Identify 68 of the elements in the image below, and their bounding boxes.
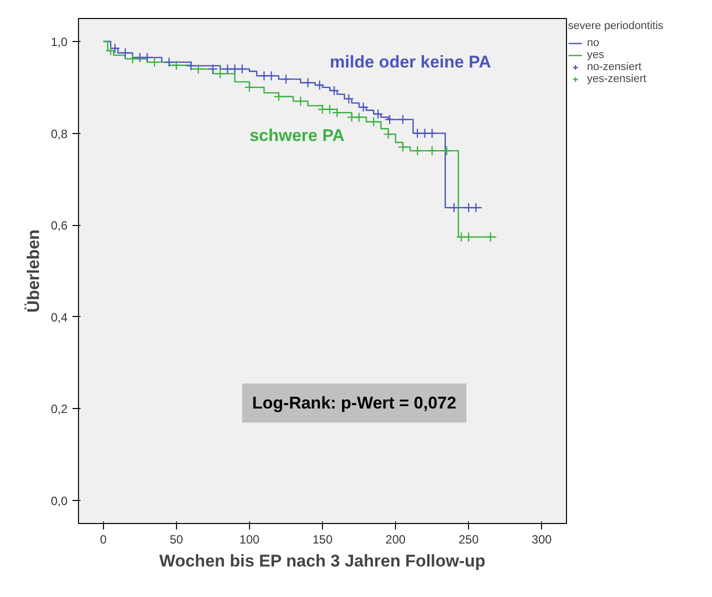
point bbox=[142, 52, 152, 63]
point bbox=[346, 112, 357, 122]
y-tick-label: 0,4 bbox=[50, 310, 68, 324]
point bbox=[383, 129, 394, 140]
point bbox=[448, 202, 460, 213]
point bbox=[149, 57, 160, 68]
x-tick-label: 250 bbox=[458, 532, 479, 546]
point bbox=[384, 114, 395, 125]
x-tick-label: 300 bbox=[532, 532, 552, 546]
legend-title: severe periodontitis bbox=[568, 20, 664, 32]
x-axis-title: Wochen bis EP nach 3 Jahren Follow-up bbox=[159, 552, 486, 570]
annotation: schwere PA bbox=[249, 126, 345, 145]
point bbox=[332, 108, 342, 118]
point bbox=[171, 60, 182, 70]
legend-label: no-zensiert bbox=[587, 61, 642, 73]
point bbox=[442, 146, 452, 156]
x-tick-label: 150 bbox=[312, 532, 333, 546]
point bbox=[412, 128, 423, 138]
point bbox=[193, 64, 204, 74]
y-tick-label: 0,0 bbox=[50, 494, 68, 508]
point bbox=[412, 146, 423, 156]
y-tick-label: 0,8 bbox=[50, 126, 68, 141]
point bbox=[237, 64, 248, 74]
point bbox=[127, 54, 138, 64]
point bbox=[110, 43, 120, 54]
x-tick-label: 200 bbox=[386, 532, 406, 546]
y-axis-title: Überleben bbox=[24, 229, 43, 313]
point bbox=[317, 104, 328, 114]
legend-label: yes bbox=[587, 49, 606, 61]
point bbox=[420, 128, 430, 138]
point bbox=[368, 116, 379, 127]
point bbox=[244, 82, 255, 92]
x-tick-label: 50 bbox=[170, 532, 184, 546]
y-tick-label: 1,0 bbox=[50, 34, 68, 49]
annotation: Log-Rank: p-Wert = 0,072 bbox=[252, 394, 456, 412]
point bbox=[426, 146, 438, 156]
point bbox=[398, 142, 408, 152]
point bbox=[230, 64, 240, 74]
point bbox=[280, 74, 292, 84]
point bbox=[398, 114, 408, 125]
point bbox=[258, 70, 270, 81]
point bbox=[164, 57, 174, 68]
legend-label: yes-zensiert bbox=[587, 73, 646, 85]
x-tick-label: 100 bbox=[239, 532, 260, 546]
point bbox=[186, 60, 196, 71]
legend-label: no bbox=[587, 37, 600, 49]
point bbox=[215, 68, 226, 79]
point bbox=[134, 52, 145, 63]
point bbox=[295, 96, 306, 106]
point bbox=[314, 80, 325, 90]
point bbox=[426, 128, 438, 138]
point bbox=[464, 232, 474, 242]
point bbox=[456, 232, 466, 242]
point bbox=[344, 94, 354, 104]
point bbox=[302, 78, 313, 88]
point bbox=[358, 102, 369, 112]
point bbox=[372, 108, 384, 120]
annotation: milde oder keine PA bbox=[330, 52, 492, 72]
point bbox=[208, 64, 218, 74]
y-tick-label: 0,6 bbox=[50, 218, 68, 233]
point bbox=[329, 85, 340, 96]
point bbox=[324, 104, 335, 114]
y-tick-label: 0,2 bbox=[50, 402, 68, 416]
point bbox=[354, 112, 364, 122]
point bbox=[222, 64, 233, 74]
x-tick-label: 0 bbox=[100, 532, 107, 546]
point bbox=[106, 46, 116, 56]
point bbox=[274, 91, 284, 102]
